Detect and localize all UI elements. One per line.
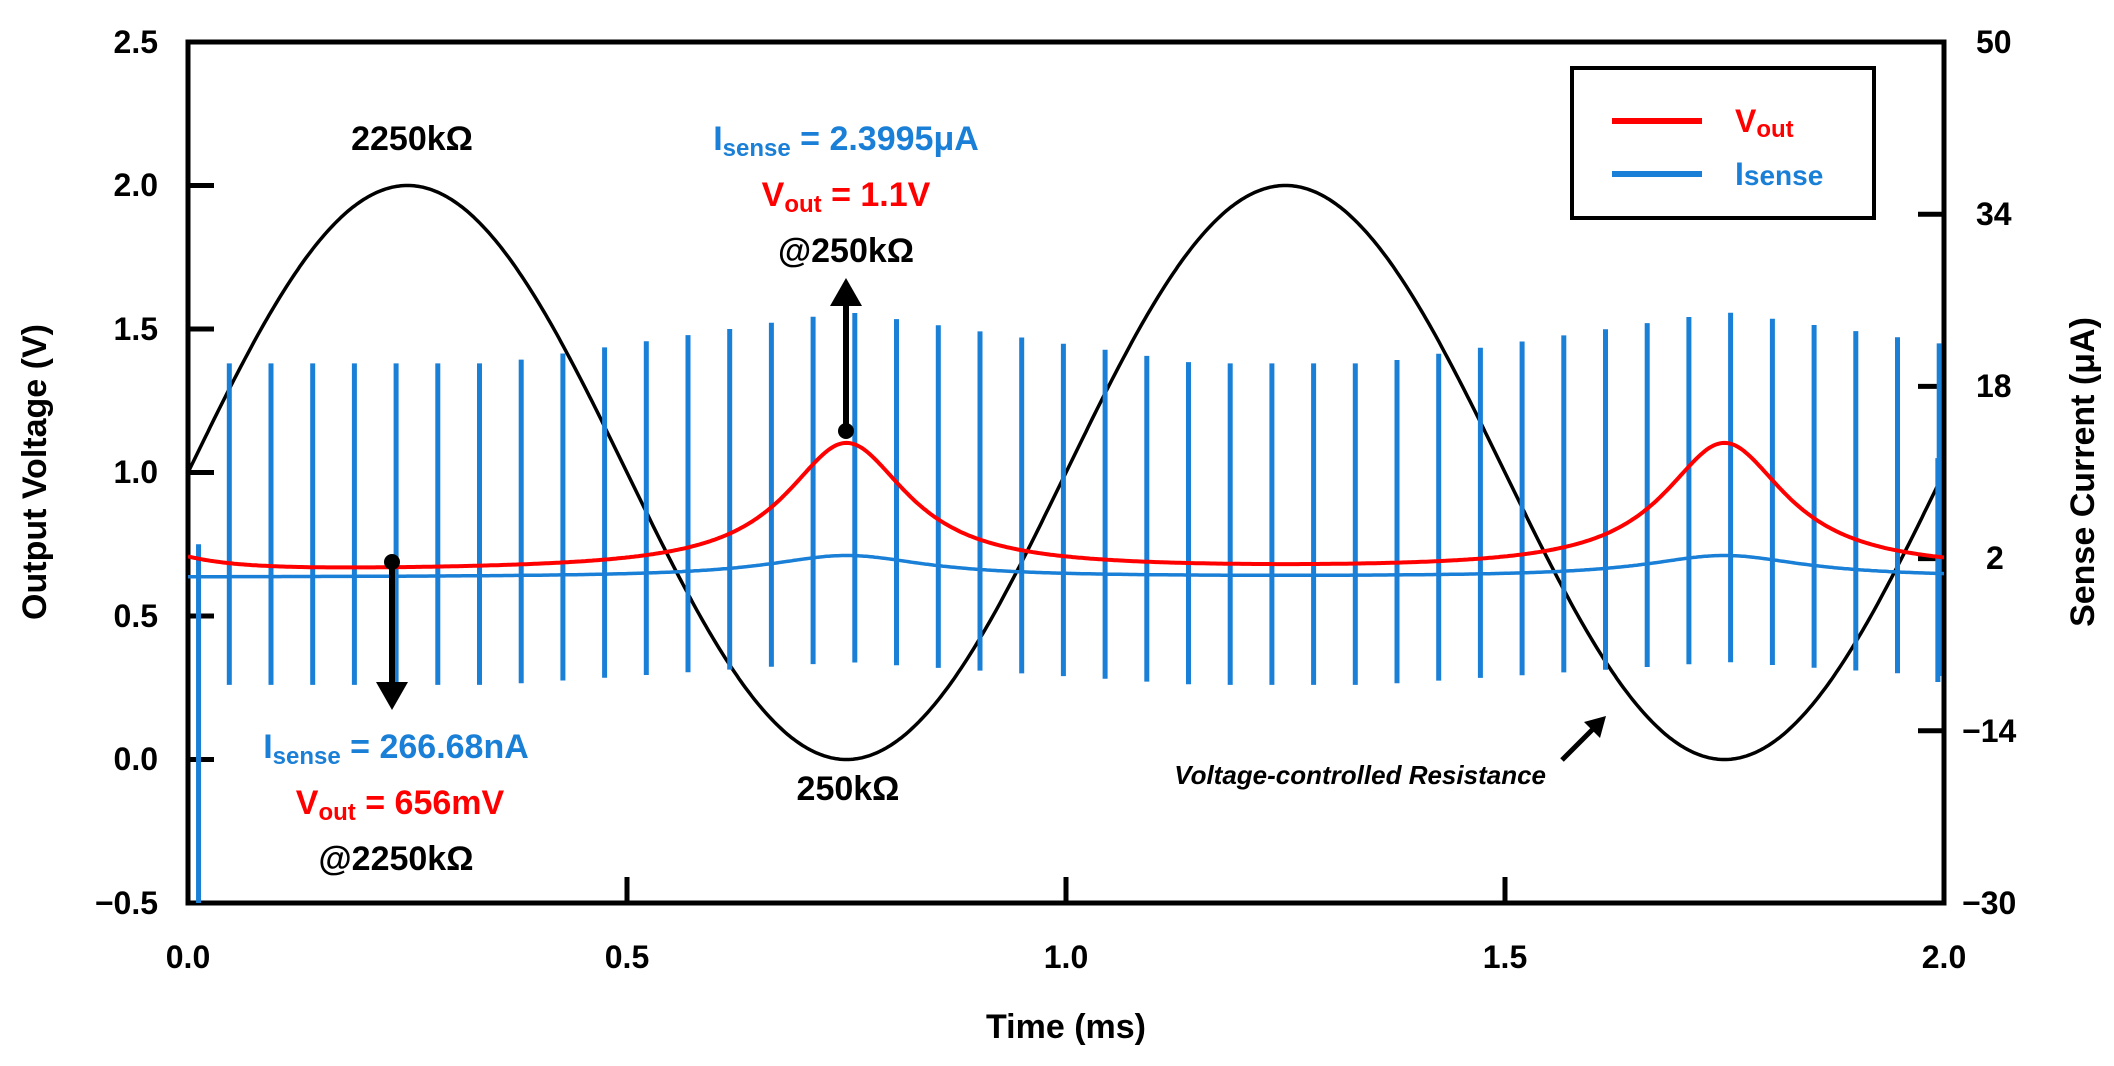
y-tick-label: −0.5: [95, 885, 158, 921]
peak-isense-main: I: [713, 120, 722, 158]
isense-pulses: [196, 312, 1942, 903]
peak-arrow-head: [830, 278, 862, 306]
y-tick-label: 1.5: [114, 311, 158, 347]
peak-isense-sub: sense: [723, 135, 791, 162]
y2-tick-label: 2: [1986, 540, 2004, 576]
vout-line: [188, 440, 1944, 570]
x-tick-label: 0.0: [166, 939, 210, 975]
legend-vout-main: V: [1735, 103, 1757, 139]
peak-vout-text: Vout = 1.1V: [762, 176, 931, 218]
annotation-r-high: 2250kΩ: [351, 120, 473, 158]
vcr-arrow-head: [1584, 716, 1606, 738]
peak-marker: [838, 423, 854, 439]
y2-tick-label: 18: [1976, 368, 2012, 404]
y-tick-label: 0.5: [114, 598, 158, 634]
annotation-vcr: Voltage-controlled Resistance: [1174, 760, 1546, 790]
x-axis-title: Time (ms): [986, 1008, 1146, 1046]
y-tick-label: 1.0: [114, 454, 158, 490]
annotation-r-low: 250kΩ: [797, 770, 900, 808]
base-vout-value: = 656mV: [356, 784, 505, 822]
x-tick-label: 1.0: [1044, 939, 1088, 975]
base-isense-main: I: [263, 728, 272, 766]
legend-vout-sub: out: [1756, 116, 1793, 143]
peak-at-text: @250kΩ: [778, 232, 914, 270]
tick-marks: [188, 183, 1944, 903]
base-at-text: @2250kΩ: [319, 840, 474, 878]
isense-line: [188, 553, 1944, 579]
legend: Vout Isense: [1570, 66, 1876, 220]
legend-vout-label: Vout: [1735, 103, 1794, 143]
base-vout-sub: out: [318, 799, 355, 826]
x-tick-label: 0.5: [605, 939, 649, 975]
base-isense-sub: sense: [273, 743, 341, 770]
baseline-annotation: Isense = 266.68nA Vout = 656mV @2250kΩ: [263, 554, 529, 878]
base-isense-text: Isense = 266.68nA: [263, 728, 529, 770]
y2-axis-title: Sense Current (μA): [2064, 317, 2102, 627]
peak-vout-sub: out: [784, 191, 821, 218]
y2-tick-label: −14: [1962, 713, 2016, 749]
y-tick-label: 2.0: [114, 167, 158, 203]
y2-tick-label: 34: [1976, 196, 2012, 232]
peak-vout-value: = 1.1V: [822, 176, 931, 214]
y-tick-label: 0.0: [114, 741, 158, 777]
peak-annotation: Isense = 2.3995μA Vout = 1.1V @250kΩ: [713, 120, 979, 439]
base-isense-value: = 266.68nA: [341, 728, 529, 766]
legend-isense-main: I: [1735, 156, 1744, 192]
x-tick-label: 2.0: [1922, 939, 1966, 975]
peak-vout-main: V: [762, 176, 785, 214]
y-tick-label: 2.5: [114, 24, 158, 60]
legend-isense-sub: sense: [1744, 160, 1823, 191]
peak-isense-text: Isense = 2.3995μA: [713, 120, 979, 162]
base-vout-main: V: [296, 784, 319, 822]
peak-isense-value: = 2.3995μA: [791, 120, 979, 158]
x-tick-label: 1.5: [1483, 939, 1527, 975]
resistance-control-line: [188, 183, 1944, 762]
baseline-arrow-head: [376, 682, 408, 710]
legend-box: [1570, 66, 1876, 220]
vcr-arrow-shaft: [1560, 723, 1599, 762]
y2-tick-label: −30: [1962, 885, 2016, 921]
y2-tick-label: 50: [1976, 24, 2012, 60]
legend-isense-label: Isense: [1735, 156, 1823, 192]
y-axis-title: Output Voltage (V): [16, 324, 54, 620]
base-vout-text: Vout = 656mV: [296, 784, 505, 826]
